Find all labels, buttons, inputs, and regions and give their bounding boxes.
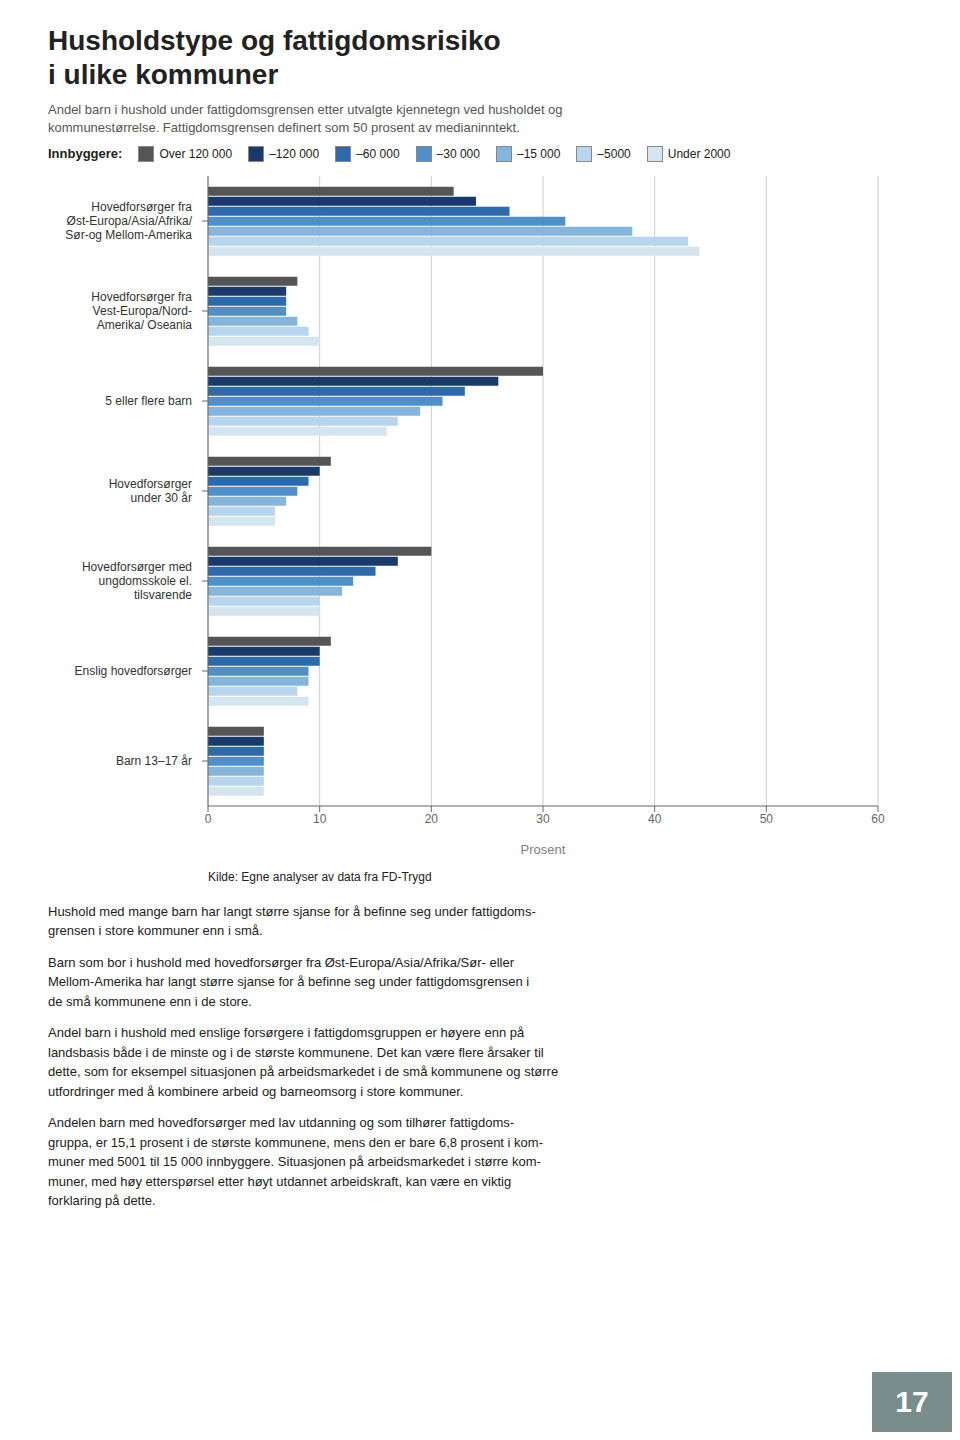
svg-text:Prosent: Prosent [521, 842, 566, 857]
html-text:Hushold med mange barn har lan: Hushold med mange barn har langt større … [48, 903, 536, 939]
svg-text:5 eller flere barn: 5 eller flere barn [105, 394, 192, 408]
html-text:Innbyggere:: Innbyggere: [48, 146, 123, 162]
svg-text:30: 30 [536, 811, 550, 825]
html-text:–60 000: –60 000 [356, 146, 400, 161]
html-text:–120 000: –120 000 [269, 146, 320, 161]
html-text:–15 000: –15 000 [517, 146, 561, 161]
svg-text:Barn 13–17 år: Barn 13–17 år [116, 754, 192, 768]
svg-text:Hovedforsørger medungdomsskole: Hovedforsørger medungdomsskole el.tilsva… [82, 560, 192, 602]
svg-text:Hovedforsørger fraØst-Europa/A: Hovedforsørger fraØst-Europa/Asia/Afrika… [65, 200, 192, 242]
html-text:Under 2000: Under 2000 [667, 146, 731, 161]
html-text:17: 17 [895, 1385, 929, 1418]
svg-text:50: 50 [760, 811, 774, 825]
svg-text:Enslig hovedforsørger: Enslig hovedforsørger [75, 664, 192, 678]
html-text:Andel barn i hushold under fat: Andel barn i hushold under fattigdomsgre… [48, 102, 563, 136]
svg-text:Hovedforsørgerunder 30 år: Hovedforsørgerunder 30 år [109, 477, 192, 505]
html-text:Barn som bor i hushold med hov: Barn som bor i hushold med hovedforsørge… [48, 954, 530, 1009]
html-text:Andelen barn med hovedforsørge: Andelen barn med hovedforsørger med lav … [48, 1115, 543, 1209]
svg-text:Hovedforsørger fraVest-Europa/: Hovedforsørger fraVest-Europa/Nord-Ameri… [91, 290, 192, 332]
html-text:–30 000: –30 000 [436, 146, 480, 161]
html-text:Kilde: Egne analyser av data f: Kilde: Egne analyser av data fra FD-Tryg… [208, 869, 432, 884]
svg-text:0: 0 [205, 811, 212, 825]
html-text:Andel barn i hushold med ensli: Andel barn i hushold med enslige forsørg… [48, 1025, 559, 1099]
svg-text:10: 10 [313, 811, 327, 825]
html-text:Over 120 000: Over 120 000 [159, 146, 233, 161]
svg-text:20: 20 [425, 811, 439, 825]
html-text:Husholdstype og fattigdomsrisi: Husholdstype og fattigdomsrisiko i ulike… [48, 25, 501, 90]
svg-text:60: 60 [871, 811, 885, 825]
svg-text:40: 40 [648, 811, 662, 825]
html-text:–5000: –5000 [597, 146, 631, 161]
